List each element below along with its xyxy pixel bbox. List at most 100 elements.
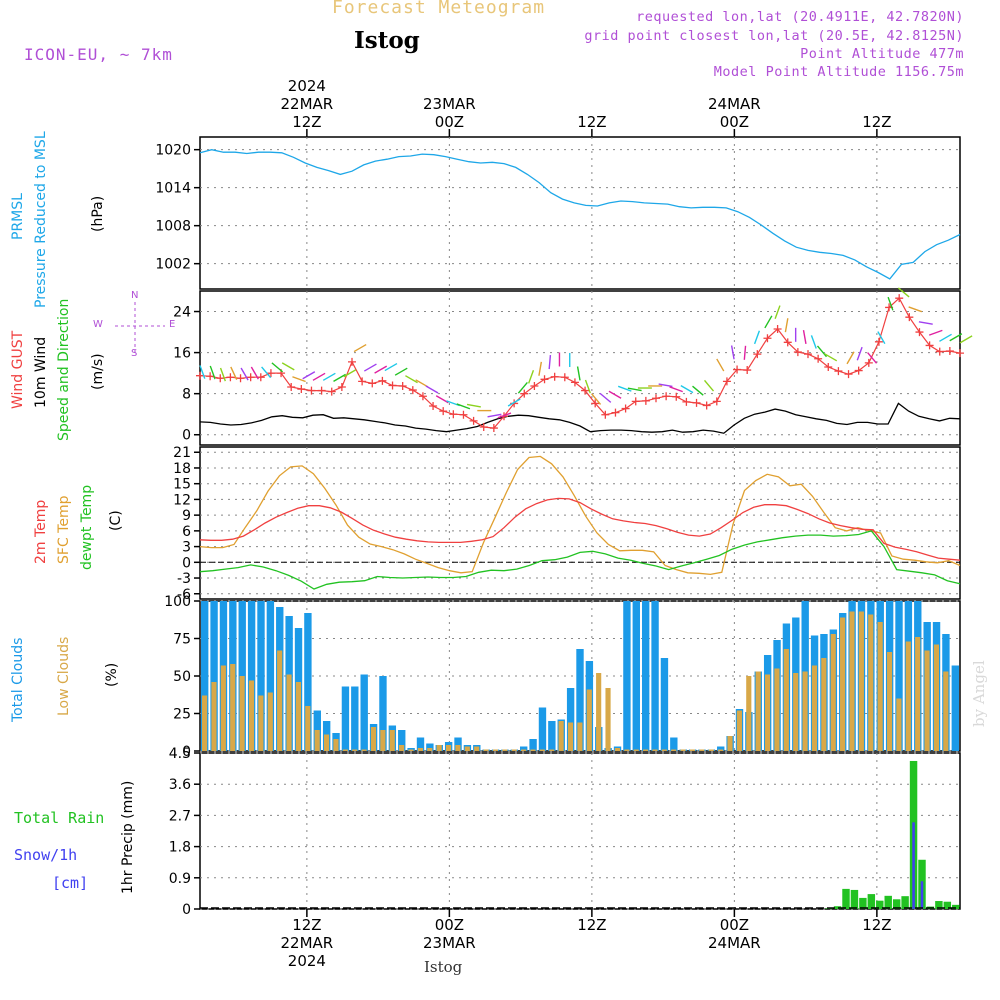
rain-label: Total Rain bbox=[14, 809, 105, 827]
gust-marker bbox=[702, 401, 711, 410]
y-tick-label: 2.7 bbox=[169, 808, 191, 824]
low-cloud-bar bbox=[436, 745, 442, 751]
wind-arrow bbox=[949, 333, 963, 342]
prmsl-label: PRMSL bbox=[10, 193, 26, 240]
y-tick-label: 16 bbox=[173, 346, 191, 362]
wind-arrow bbox=[292, 376, 306, 383]
low-cloud-bar bbox=[502, 749, 508, 751]
low-cloud-bar bbox=[858, 611, 864, 751]
low-cloud-bar bbox=[652, 749, 658, 751]
time-label-bottom: 00Z bbox=[720, 916, 749, 934]
time-label-top: 12Z bbox=[862, 113, 891, 131]
low-cloud-bar bbox=[539, 749, 545, 751]
rain-bar bbox=[892, 899, 901, 909]
total-cloud-bar bbox=[538, 707, 547, 751]
gust-line bbox=[199, 297, 961, 429]
low-cloud-bar bbox=[267, 692, 273, 751]
gust-marker bbox=[783, 338, 792, 347]
wind-arrow bbox=[517, 381, 528, 394]
wind-arrow bbox=[302, 371, 316, 380]
wind-arrow bbox=[250, 366, 259, 380]
low-cloud-bar bbox=[877, 622, 883, 751]
panel-frame-4 bbox=[199, 752, 961, 910]
wind-arrow bbox=[487, 413, 502, 418]
wind-arrow bbox=[466, 403, 481, 408]
time-label-top: 23MAR bbox=[423, 95, 476, 113]
model-name: ICON-EU, ~ 7km bbox=[24, 45, 173, 64]
wind-arrow bbox=[384, 362, 398, 372]
y-tick-label: 1002 bbox=[155, 257, 191, 273]
wind-arrow bbox=[548, 355, 552, 370]
total-cloud-bar bbox=[660, 658, 669, 751]
wind-arrow bbox=[658, 383, 673, 388]
total-cloud-bar bbox=[548, 721, 556, 751]
gust-marker bbox=[712, 397, 721, 406]
low-cloud-bar bbox=[699, 749, 705, 751]
low-cloud-bar bbox=[202, 695, 208, 751]
low-cloud-bar bbox=[427, 748, 433, 751]
y-tick-label: 1008 bbox=[155, 219, 191, 235]
total-cloud-bar bbox=[520, 746, 528, 751]
low-cloud-bar bbox=[483, 749, 489, 751]
gust-marker bbox=[236, 374, 245, 383]
total-cloud-bar bbox=[341, 686, 350, 751]
gust-label: Wind GUST bbox=[10, 330, 26, 409]
gust-marker bbox=[388, 381, 397, 390]
total-cloud-bar bbox=[717, 746, 725, 751]
wind-arrow bbox=[867, 352, 878, 364]
low-cloud-bar bbox=[474, 746, 480, 751]
gust-marker bbox=[763, 334, 772, 343]
wind-arrow bbox=[230, 366, 238, 380]
y-tick-label: 1014 bbox=[155, 181, 191, 197]
time-label-bottom: 23MAR bbox=[423, 934, 476, 952]
total-cloud-bar bbox=[454, 737, 462, 751]
dewpt-line bbox=[199, 530, 961, 590]
compass-w: W bbox=[93, 319, 103, 330]
wind-arrow bbox=[435, 395, 449, 404]
rain-bar bbox=[867, 894, 876, 909]
gust-marker bbox=[479, 423, 488, 432]
rain-bar bbox=[876, 900, 884, 909]
wind-arrow bbox=[507, 398, 521, 407]
compass-cross bbox=[115, 302, 165, 354]
wind-arrow bbox=[322, 372, 336, 381]
gust-marker bbox=[550, 372, 559, 381]
low-cloud-bar bbox=[239, 676, 245, 751]
panel-frame-1 bbox=[199, 290, 961, 446]
wind-arrow bbox=[680, 385, 694, 394]
gust-marker bbox=[266, 369, 275, 378]
gust-marker bbox=[530, 381, 539, 390]
y-tick-label: 21 bbox=[173, 445, 191, 461]
total-cloud-bar bbox=[247, 601, 256, 751]
wind-arrow bbox=[425, 385, 439, 394]
gust-marker bbox=[449, 410, 458, 419]
wind-unit: (m/s) bbox=[90, 353, 106, 390]
wind-arrow bbox=[816, 345, 828, 358]
y-tick-label: 15 bbox=[173, 477, 191, 493]
low-cloud-bar bbox=[455, 745, 461, 751]
wind-arrow bbox=[527, 370, 535, 384]
time-label-bottom: 12Z bbox=[292, 916, 321, 934]
wind-dir-label: Speed and Direction bbox=[56, 298, 72, 441]
low-cloud-bar bbox=[417, 748, 423, 751]
grid-point-coords: grid point closest lon,lat (20.5E, 42.81… bbox=[584, 28, 964, 44]
low-cloud-bar bbox=[521, 749, 527, 751]
clouds-unit: (%) bbox=[104, 662, 120, 687]
y-tick-label: 0.9 bbox=[169, 871, 191, 887]
total-cloud-bar bbox=[651, 601, 659, 751]
gust-marker bbox=[459, 410, 468, 419]
pressure-line bbox=[199, 149, 961, 280]
low-cloud-bar bbox=[445, 745, 452, 751]
wind10-line bbox=[199, 402, 961, 434]
low-cloud-bar bbox=[764, 674, 771, 751]
gust-marker bbox=[874, 337, 883, 346]
time-label-top: 24MAR bbox=[708, 95, 761, 113]
gust-marker bbox=[520, 389, 529, 398]
y-tick-label: 100 bbox=[164, 594, 191, 610]
gust-marker bbox=[611, 408, 620, 417]
wind-arrow bbox=[394, 367, 408, 376]
rain-bar bbox=[943, 901, 952, 909]
total-cloud-bar bbox=[529, 739, 537, 751]
low-cloud-bar bbox=[915, 637, 921, 751]
wind-arrow bbox=[456, 403, 471, 410]
